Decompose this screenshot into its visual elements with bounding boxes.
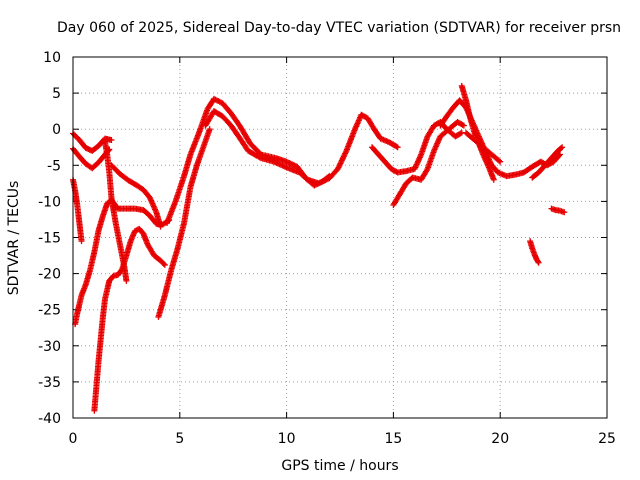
data-point: [206, 126, 213, 133]
series-arc-12: [390, 118, 467, 209]
data-point: [490, 176, 497, 183]
x-tick-label: 20: [491, 431, 509, 447]
data-point: [394, 144, 401, 151]
y-tick-label: -5: [47, 158, 61, 174]
y-tick-label: -25: [38, 303, 61, 319]
series-arc-17: [527, 238, 542, 266]
y-axis-label: SDTVAR / TECUs: [6, 181, 22, 296]
chart-title: Day 060 of 2025, Sidereal Day-to-day VTE…: [57, 20, 621, 36]
y-tick-label: -40: [38, 411, 61, 427]
y-tick-label: 5: [52, 86, 61, 102]
data-points: [70, 82, 568, 414]
series-arc-4: [72, 196, 173, 328]
series-arc-16: [529, 144, 566, 181]
y-tick-label: 0: [52, 122, 61, 138]
data-point: [497, 158, 504, 165]
series-arc-18: [548, 205, 568, 216]
data-point: [534, 258, 541, 265]
data-point: [78, 238, 85, 245]
series-arc-5: [91, 225, 168, 414]
data-point: [161, 261, 168, 268]
x-tick-label: 5: [175, 431, 184, 447]
series-arc-8: [155, 126, 213, 320]
series-arc-6: [108, 162, 164, 230]
x-tick-label: 0: [69, 431, 78, 447]
y-tick-label: 10: [43, 50, 61, 66]
data-point: [460, 122, 467, 129]
data-point: [393, 143, 400, 150]
y-tick-label: -15: [38, 231, 61, 247]
x-tick-label: 10: [278, 431, 296, 447]
data-point: [256, 154, 263, 161]
data-point: [559, 144, 566, 151]
data-point: [157, 223, 164, 230]
plot-frame: [72, 56, 608, 419]
series-arc-7: [102, 139, 130, 284]
data-point: [457, 130, 464, 137]
data-point: [108, 137, 115, 144]
data-point: [535, 259, 542, 266]
y-tick-label: -30: [38, 339, 61, 355]
series-arc-15: [463, 129, 504, 165]
y-tick-label: -20: [38, 267, 61, 283]
series-arc-1: [70, 130, 115, 154]
x-axis-label: GPS time / hours: [281, 458, 398, 474]
data-point: [558, 145, 565, 152]
data-point: [459, 121, 466, 128]
data-point: [123, 277, 130, 284]
axis-ticks: 0 5 10 15 20 25 -40 -35 -30 -25 -20 -15 -10 -5 0 5 10: [38, 50, 616, 447]
series-arc-10: [202, 108, 401, 187]
data-point: [160, 260, 167, 267]
y-tick-label: -10: [38, 194, 61, 210]
x-tick-label: 25: [598, 431, 616, 447]
data-point: [495, 157, 502, 164]
data-point: [561, 209, 568, 216]
x-tick-label: 15: [384, 431, 402, 447]
y-tick-label: -35: [38, 375, 61, 391]
